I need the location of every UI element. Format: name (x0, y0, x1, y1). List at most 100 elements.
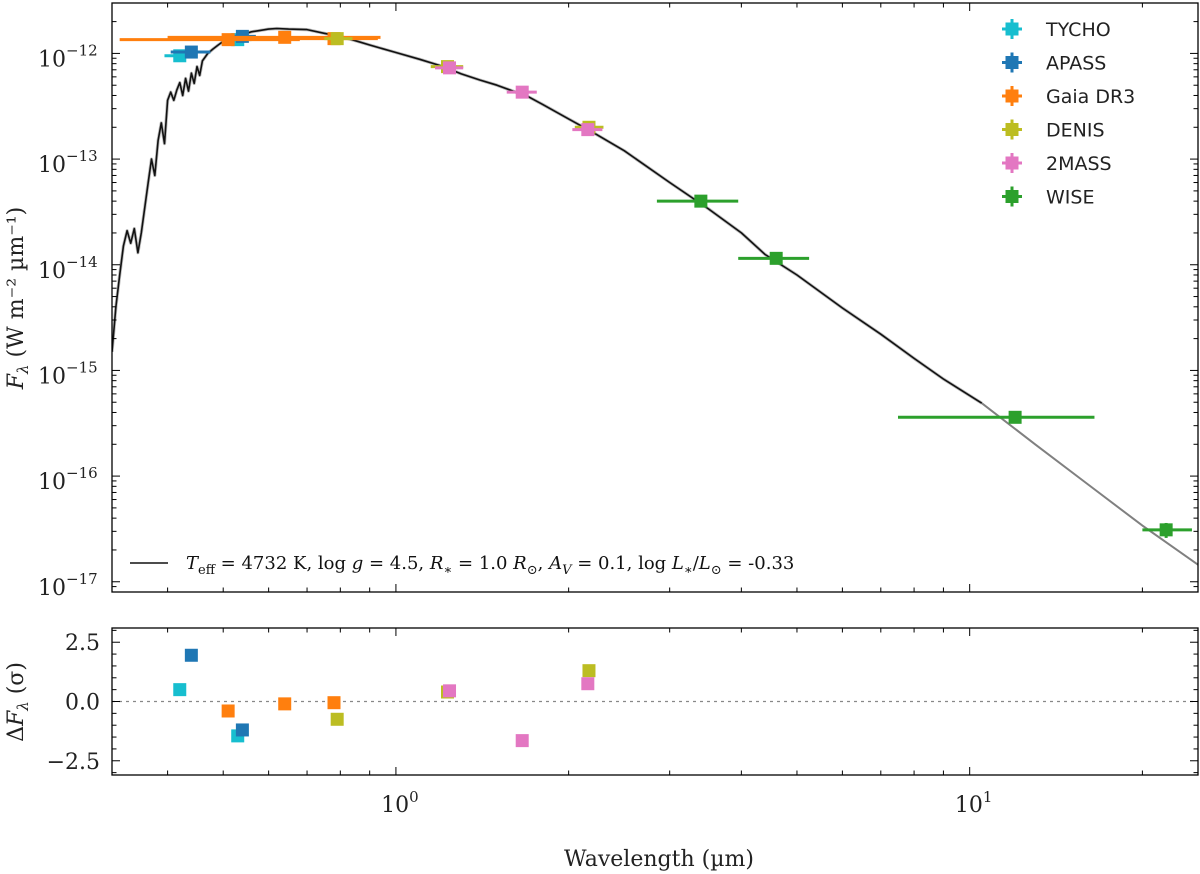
model-legend-label-part: ⊙ (711, 563, 722, 578)
model-legend-label-part: eff (198, 563, 217, 578)
legend-label: TYCHO (1045, 19, 1111, 41)
model-legend-label-part: , (538, 553, 549, 574)
legend-marker (1005, 190, 1019, 203)
x-tick-label-base: 10 (381, 793, 409, 818)
model-legend-label-part: = 1.0 (452, 553, 513, 574)
denis-point-1 (324, 32, 353, 46)
bottom-y-axis-label-symbol: F (4, 710, 29, 727)
model-legend-label: Teff = 4732 K, log g = 4.5, R∗ = 1.0 R⊙,… (186, 553, 794, 578)
legend-marker (1005, 22, 1019, 36)
top-y-tick-label-exponent: −17 (66, 570, 98, 588)
legend-marker (1005, 156, 1019, 170)
model-legend-label-part: L (671, 553, 684, 574)
model-legend-label-part: ∗ (684, 563, 693, 578)
model-legend-label-part: A (547, 553, 562, 574)
2mass-point-3 (572, 123, 603, 137)
top-y-tick-label: 10−12 (38, 41, 98, 72)
apass-marker (184, 45, 198, 59)
legend-entry-2mass: 2MASS (1002, 153, 1112, 175)
legend-entry-apass: APASS (1002, 52, 1106, 75)
bottom-panel (111, 627, 1199, 776)
residual-point-5 (221, 704, 235, 718)
wise-marker (1159, 523, 1173, 537)
top-y-tick-label-base: 10 (38, 364, 66, 389)
top-x-ticks (167, 3, 1143, 592)
model-legend-label-part: g (352, 553, 364, 574)
top-panel-frame (111, 2, 1199, 593)
2mass-point-2 (506, 85, 537, 99)
legend-marker (1005, 123, 1019, 136)
bottom-plot-area (112, 648, 1198, 748)
top-y-tick-label-base: 10 (38, 576, 66, 601)
top-y-ticks (112, 2, 1198, 593)
model-legend-label-part: ⊙ (527, 563, 538, 578)
top-y-tick-label-base: 10 (38, 259, 66, 284)
model-legend-label-part: / (693, 553, 700, 574)
top-y-axis-label-subscript: λ (14, 364, 32, 375)
residual-point-1 (173, 683, 187, 697)
top-y-tick-label-exponent: −12 (66, 41, 98, 59)
residual-point-4 (235, 723, 249, 737)
2mass-point-1 (435, 61, 464, 75)
top-y-tick-label: 10−17 (38, 570, 98, 601)
top-y-tick-label-exponent: −15 (66, 358, 98, 376)
2mass-marker (581, 123, 595, 137)
bottom-y-axis-label: ΔFλ (σ) (4, 662, 32, 742)
x-tick-label: 100 (381, 788, 419, 818)
x-tick-label-exponent: 0 (409, 788, 419, 806)
top-y-tick-label: 10−15 (38, 358, 98, 389)
legend-label: 2MASS (1046, 153, 1112, 175)
residual-point-7 (327, 696, 341, 710)
bottom-y-axis-label-units: (σ) (4, 662, 29, 701)
wise-marker (769, 251, 783, 265)
residual-point-6 (278, 697, 292, 711)
residual-point-11 (443, 684, 457, 698)
model-legend-label-part: R (429, 553, 444, 574)
wise-point-3 (897, 410, 1095, 424)
2mass-marker (443, 61, 457, 75)
legend-label: Gaia DR3 (1046, 86, 1135, 108)
legend-label: DENIS (1046, 120, 1105, 142)
apass-point-1 (170, 45, 211, 59)
legend-label: WISE (1046, 187, 1094, 209)
gaia-dr3-point-1 (119, 33, 300, 47)
residual-point-13 (581, 677, 595, 691)
model-legend-label-part: = 0.1, log (571, 553, 671, 574)
model-legend-label-part: V (562, 563, 573, 578)
wise-marker (1008, 410, 1022, 424)
model-legend-label-part: T (186, 553, 200, 574)
top-y-tick-label: 10−14 (38, 253, 98, 284)
legend-label: APASS (1046, 53, 1106, 75)
wise-point-2 (738, 251, 810, 265)
gaia-dr3-marker (221, 33, 235, 47)
top-y-tick-label-base: 10 (38, 470, 66, 495)
2mass-marker (515, 85, 529, 99)
top-y-tick-label: 10−13 (38, 147, 98, 178)
legend: TYCHO APASS Gaia DR3 DENIS 2MASS WISE (1002, 19, 1135, 209)
model-curve-extrapolation (981, 402, 1198, 566)
model-legend-label-part: = 4.5, (363, 553, 430, 574)
wise-point-4 (1142, 522, 1192, 538)
legend-marker (1005, 89, 1019, 103)
model-legend-label-part: = 4732 K, log (215, 553, 352, 574)
denis-marker (330, 32, 344, 46)
residual-point-12 (515, 734, 529, 748)
top-plot-area (112, 26, 1198, 566)
x-tick-label-base: 10 (955, 793, 983, 818)
x-axis-label: Wavelength (µm) (564, 847, 754, 872)
top-y-tick-label-exponent: −14 (66, 253, 98, 271)
x-tick-label-exponent: 1 (983, 788, 993, 806)
model-legend: Teff = 4732 K, log g = 4.5, R∗ = 1.0 R⊙,… (130, 553, 794, 578)
model-legend-label-part: = -0.33 (722, 553, 795, 574)
legend-marker (1005, 56, 1019, 69)
residual-point-3 (184, 648, 198, 662)
bottom-y-axis-label-delta: Δ (4, 726, 29, 742)
top-y-tick-label: 10−16 (38, 464, 98, 495)
top-y-tick-label-base: 10 (38, 47, 66, 72)
top-y-axis-label-units: (W m⁻² µm⁻¹) (4, 207, 29, 365)
model-uncertainty-band (112, 26, 983, 405)
model-legend-label-part: R (512, 553, 527, 574)
bottom-y-tick-label: −2.5 (47, 750, 100, 775)
top-y-tick-label-exponent: −16 (66, 464, 98, 482)
